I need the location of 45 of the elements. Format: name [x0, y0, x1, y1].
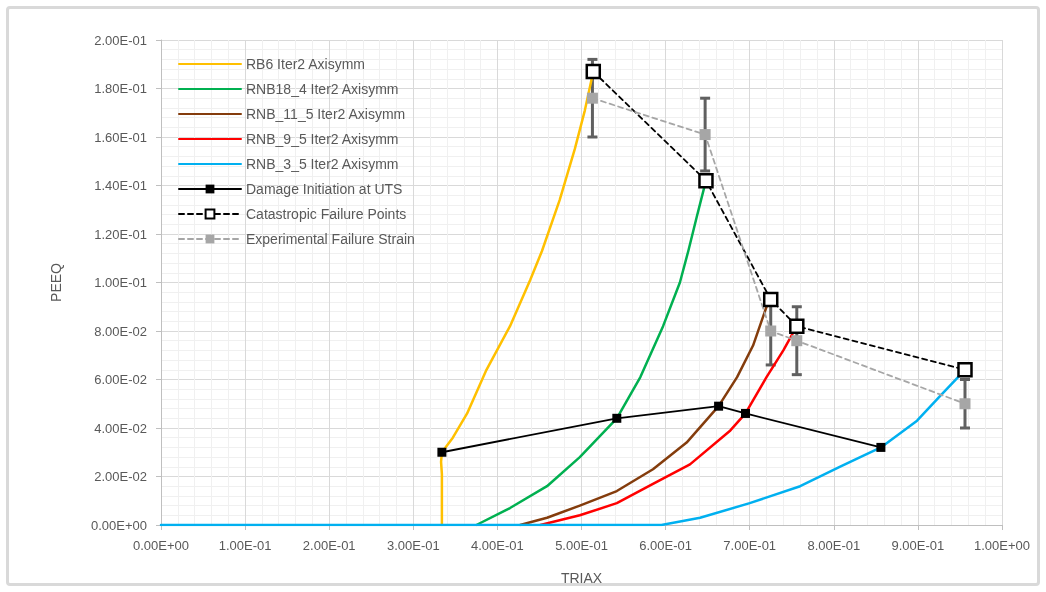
y-tick-label: 2.00E-02	[94, 469, 147, 484]
point	[762, 291, 779, 308]
point	[876, 442, 886, 452]
point	[699, 129, 711, 141]
x-tick-label: 6.00E-01	[639, 538, 692, 553]
x-tick-label: 2.00E-01	[302, 538, 356, 553]
x-tick-label: 1.00E-01	[218, 538, 272, 553]
y-tick-label: 1.20E-01	[94, 226, 147, 242]
legend-label: RB6 Iter2 Axisymm	[246, 56, 366, 72]
point	[740, 408, 750, 418]
x-tick-label: 1.00E+00	[973, 538, 1031, 553]
point	[789, 318, 805, 334]
x-tick-label: 9.00E-01	[891, 538, 945, 553]
point	[714, 401, 724, 411]
x-tick-label: 4.00E-01	[471, 538, 524, 553]
legend-label: RNB_11_5 Iter2 Axisymm	[246, 106, 406, 122]
point	[791, 335, 803, 347]
y-tick-label: 4.00E-02	[94, 420, 147, 436]
point	[959, 398, 971, 410]
x-tick-label: 8.00E-01	[807, 538, 861, 553]
x-tick-label: 3.00E-01	[386, 538, 440, 553]
x-tick-label: 5.00E-01	[555, 538, 608, 553]
point	[437, 447, 447, 457]
y-tick-label: 1.60E-01	[94, 129, 147, 145]
x-tick-label: 7.00E-01	[723, 538, 777, 553]
x-axis-title: TRIAX	[560, 570, 603, 586]
legend-label: Catastropic Failure Points	[246, 206, 407, 222]
point	[612, 413, 622, 423]
y-tick-label: 8.00E-02	[94, 323, 147, 339]
legend-label: RNB_9_5 Iter2 Axisymm	[246, 131, 399, 147]
y-tick-label: 1.00E-01	[94, 275, 147, 290]
y-tick-label: 2.00E-01	[94, 32, 147, 48]
legend-label: RNB_3_5 Iter2 Axisymm	[246, 156, 399, 172]
y-tick-label: 0.00E+00	[90, 517, 147, 533]
legend-label: Experimental Failure Strain	[246, 231, 415, 247]
y-tick-label: 1.40E-01	[94, 178, 147, 193]
legend-label: Damage Initiation at UTS	[246, 181, 403, 197]
x-tick-label: 0.00E+00	[132, 538, 190, 553]
y-axis-title: PEEQ	[48, 262, 64, 302]
y-tick-label: 1.80E-01	[94, 81, 147, 96]
legend-label: RNB18_4 Iter2 Axisymm	[246, 81, 399, 97]
y-tick-label: 6.00E-02	[94, 372, 147, 387]
point	[586, 92, 598, 104]
point	[765, 325, 777, 337]
point	[585, 63, 602, 80]
